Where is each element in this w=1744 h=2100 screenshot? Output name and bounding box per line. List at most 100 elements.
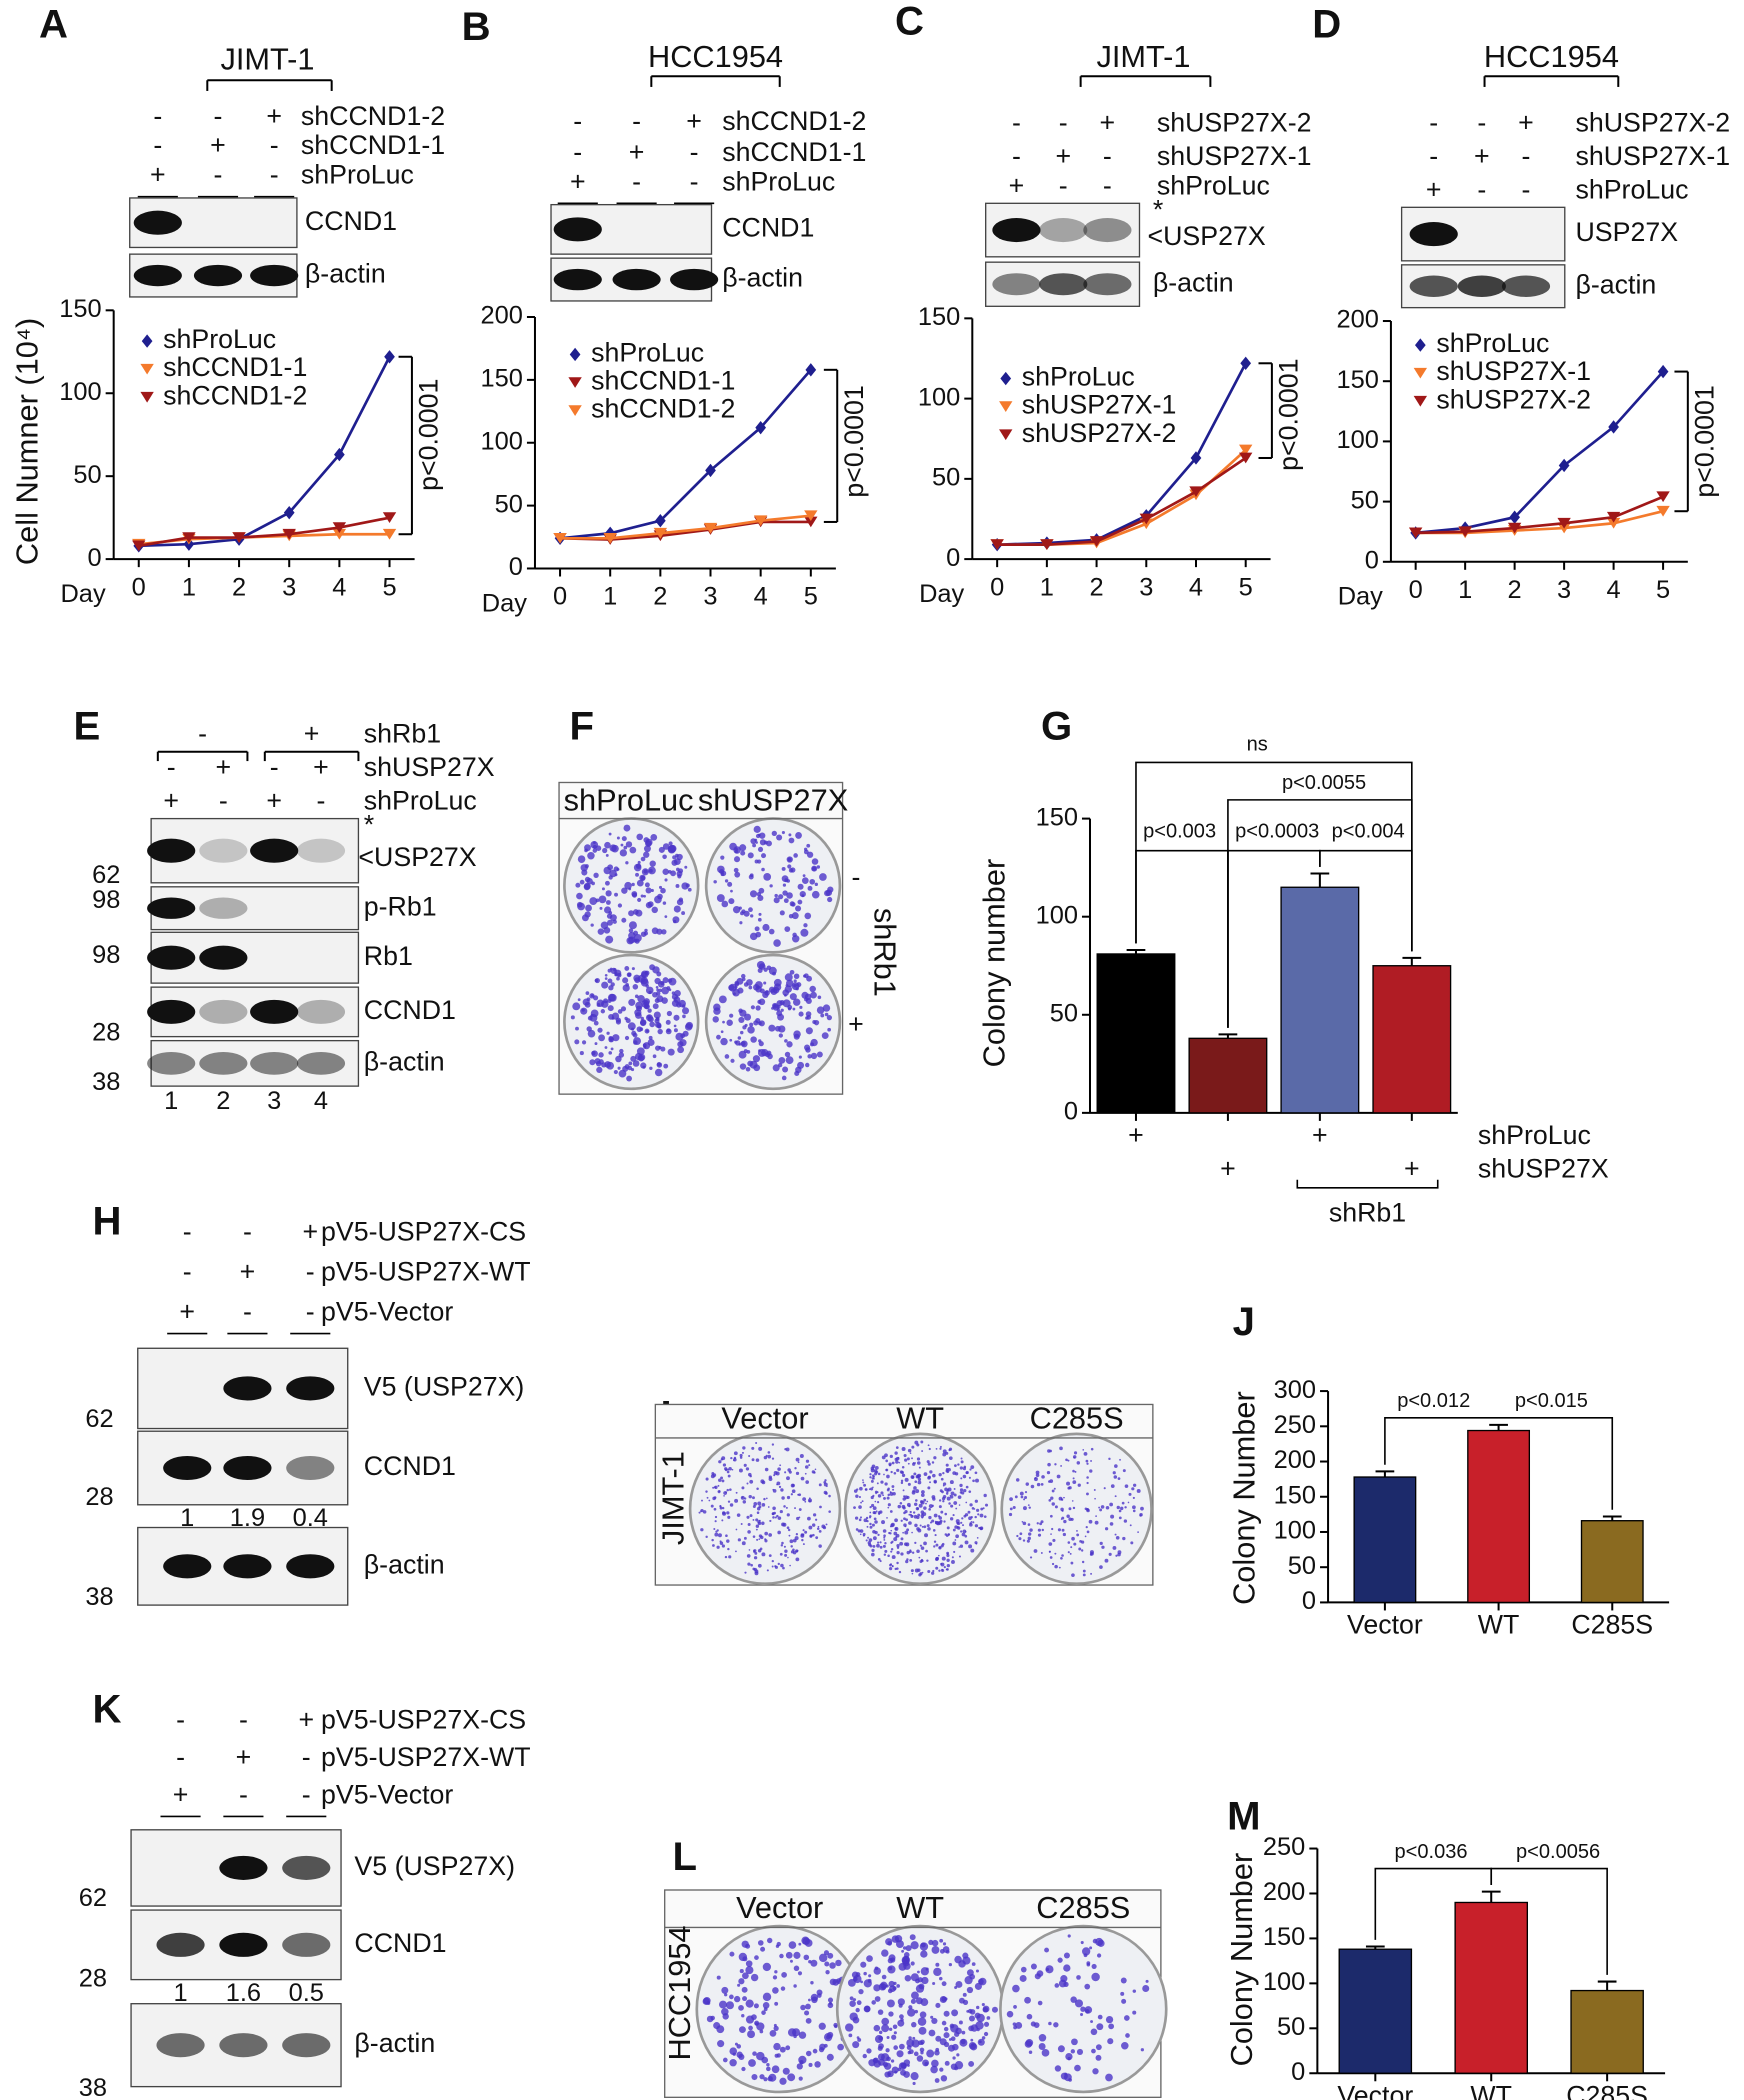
condition-name: pV5-Vector (321, 1297, 453, 1327)
colony (1142, 1984, 1150, 1993)
colony (755, 931, 762, 938)
point (1557, 517, 1571, 529)
condition-mark: - (270, 160, 279, 190)
colony (771, 1007, 774, 1010)
colony (1108, 1457, 1111, 1461)
point (1139, 513, 1153, 525)
condition-mark: + (1404, 1153, 1420, 1183)
colony (903, 1511, 906, 1515)
colony (1050, 1496, 1054, 1500)
blot-band (163, 1554, 212, 1579)
legend-label: shCCND1-1 (591, 366, 735, 396)
blot-band (147, 945, 196, 970)
condition-mark: - (1522, 141, 1531, 171)
colony (913, 1502, 918, 1507)
colony (798, 1508, 802, 1511)
colony (948, 1963, 952, 1967)
colony (877, 1472, 881, 1476)
colony (1022, 1539, 1026, 1542)
colony (649, 860, 656, 867)
colony (960, 1457, 963, 1460)
colony (772, 1506, 776, 1511)
colony (650, 834, 658, 841)
point (804, 510, 818, 522)
y-tick-label: 100 (59, 378, 101, 406)
blot-band (553, 217, 602, 242)
colony (1121, 1998, 1127, 2004)
colony (1026, 1539, 1030, 1543)
colony (1063, 1952, 1070, 1959)
point (132, 540, 146, 552)
colony (933, 1456, 937, 1460)
colony (964, 1540, 969, 1545)
colony (793, 984, 797, 988)
condition-mark: - (1012, 107, 1021, 137)
colony (955, 1534, 959, 1539)
colony (856, 2000, 862, 2006)
colony (1076, 2048, 1084, 2056)
colony (1018, 1537, 1022, 1541)
colony (636, 879, 644, 887)
colony (920, 1493, 925, 1498)
colony (957, 1522, 961, 1526)
colony (1073, 1542, 1077, 1546)
band-label: Rb1 (364, 941, 413, 971)
colony (719, 1541, 724, 1545)
colony (873, 1517, 877, 1521)
colony (631, 967, 635, 971)
blot-band (992, 218, 1041, 243)
colony (648, 990, 652, 995)
colony (780, 1563, 784, 1568)
colony (1124, 1484, 1129, 1488)
colony (806, 975, 812, 982)
colony (935, 2035, 942, 2042)
point (1239, 452, 1253, 464)
colony (948, 2038, 952, 2041)
condition-mark: + (266, 101, 282, 131)
colony (1128, 1492, 1132, 1496)
blot-band (553, 268, 602, 291)
colony (724, 1054, 730, 1059)
colony (764, 1467, 769, 1472)
colony (620, 1006, 627, 1012)
colony (662, 901, 667, 905)
colony (658, 988, 663, 993)
y-tick-label: 300 (1274, 1376, 1316, 1404)
colony (752, 1535, 756, 1538)
colony (879, 1541, 882, 1544)
blot-band (147, 999, 196, 1024)
mw-marker: 98 (92, 886, 120, 914)
condition-mark: - (690, 166, 699, 196)
colony (747, 1530, 751, 1534)
colony (917, 1480, 922, 1485)
colony (635, 1001, 643, 1010)
colony (598, 1052, 604, 1058)
colony (804, 1044, 811, 1051)
colony (730, 889, 733, 893)
x-tick-label: 0 (553, 583, 567, 611)
colony (920, 1942, 926, 1948)
colony (823, 1950, 830, 1956)
colony (712, 1544, 715, 1547)
colony (751, 2074, 758, 2081)
colony (890, 1541, 893, 1544)
colony (848, 2033, 853, 2038)
colony (845, 2023, 854, 2032)
colony (760, 1479, 765, 1484)
colony (858, 1988, 864, 1995)
colony (824, 1479, 827, 1482)
colony (1052, 1538, 1056, 1542)
colony (734, 980, 740, 986)
colony (640, 894, 644, 898)
colony (810, 1980, 814, 1985)
colony (756, 1511, 760, 1514)
colony (920, 2041, 924, 2045)
condition-mark: - (153, 101, 162, 131)
colony (570, 1015, 575, 1020)
colony (739, 1063, 747, 1070)
colony (862, 2053, 867, 2059)
colony (1132, 1496, 1135, 1500)
colony (780, 1488, 784, 1492)
colony (746, 1050, 751, 1054)
colony (721, 1506, 725, 1510)
